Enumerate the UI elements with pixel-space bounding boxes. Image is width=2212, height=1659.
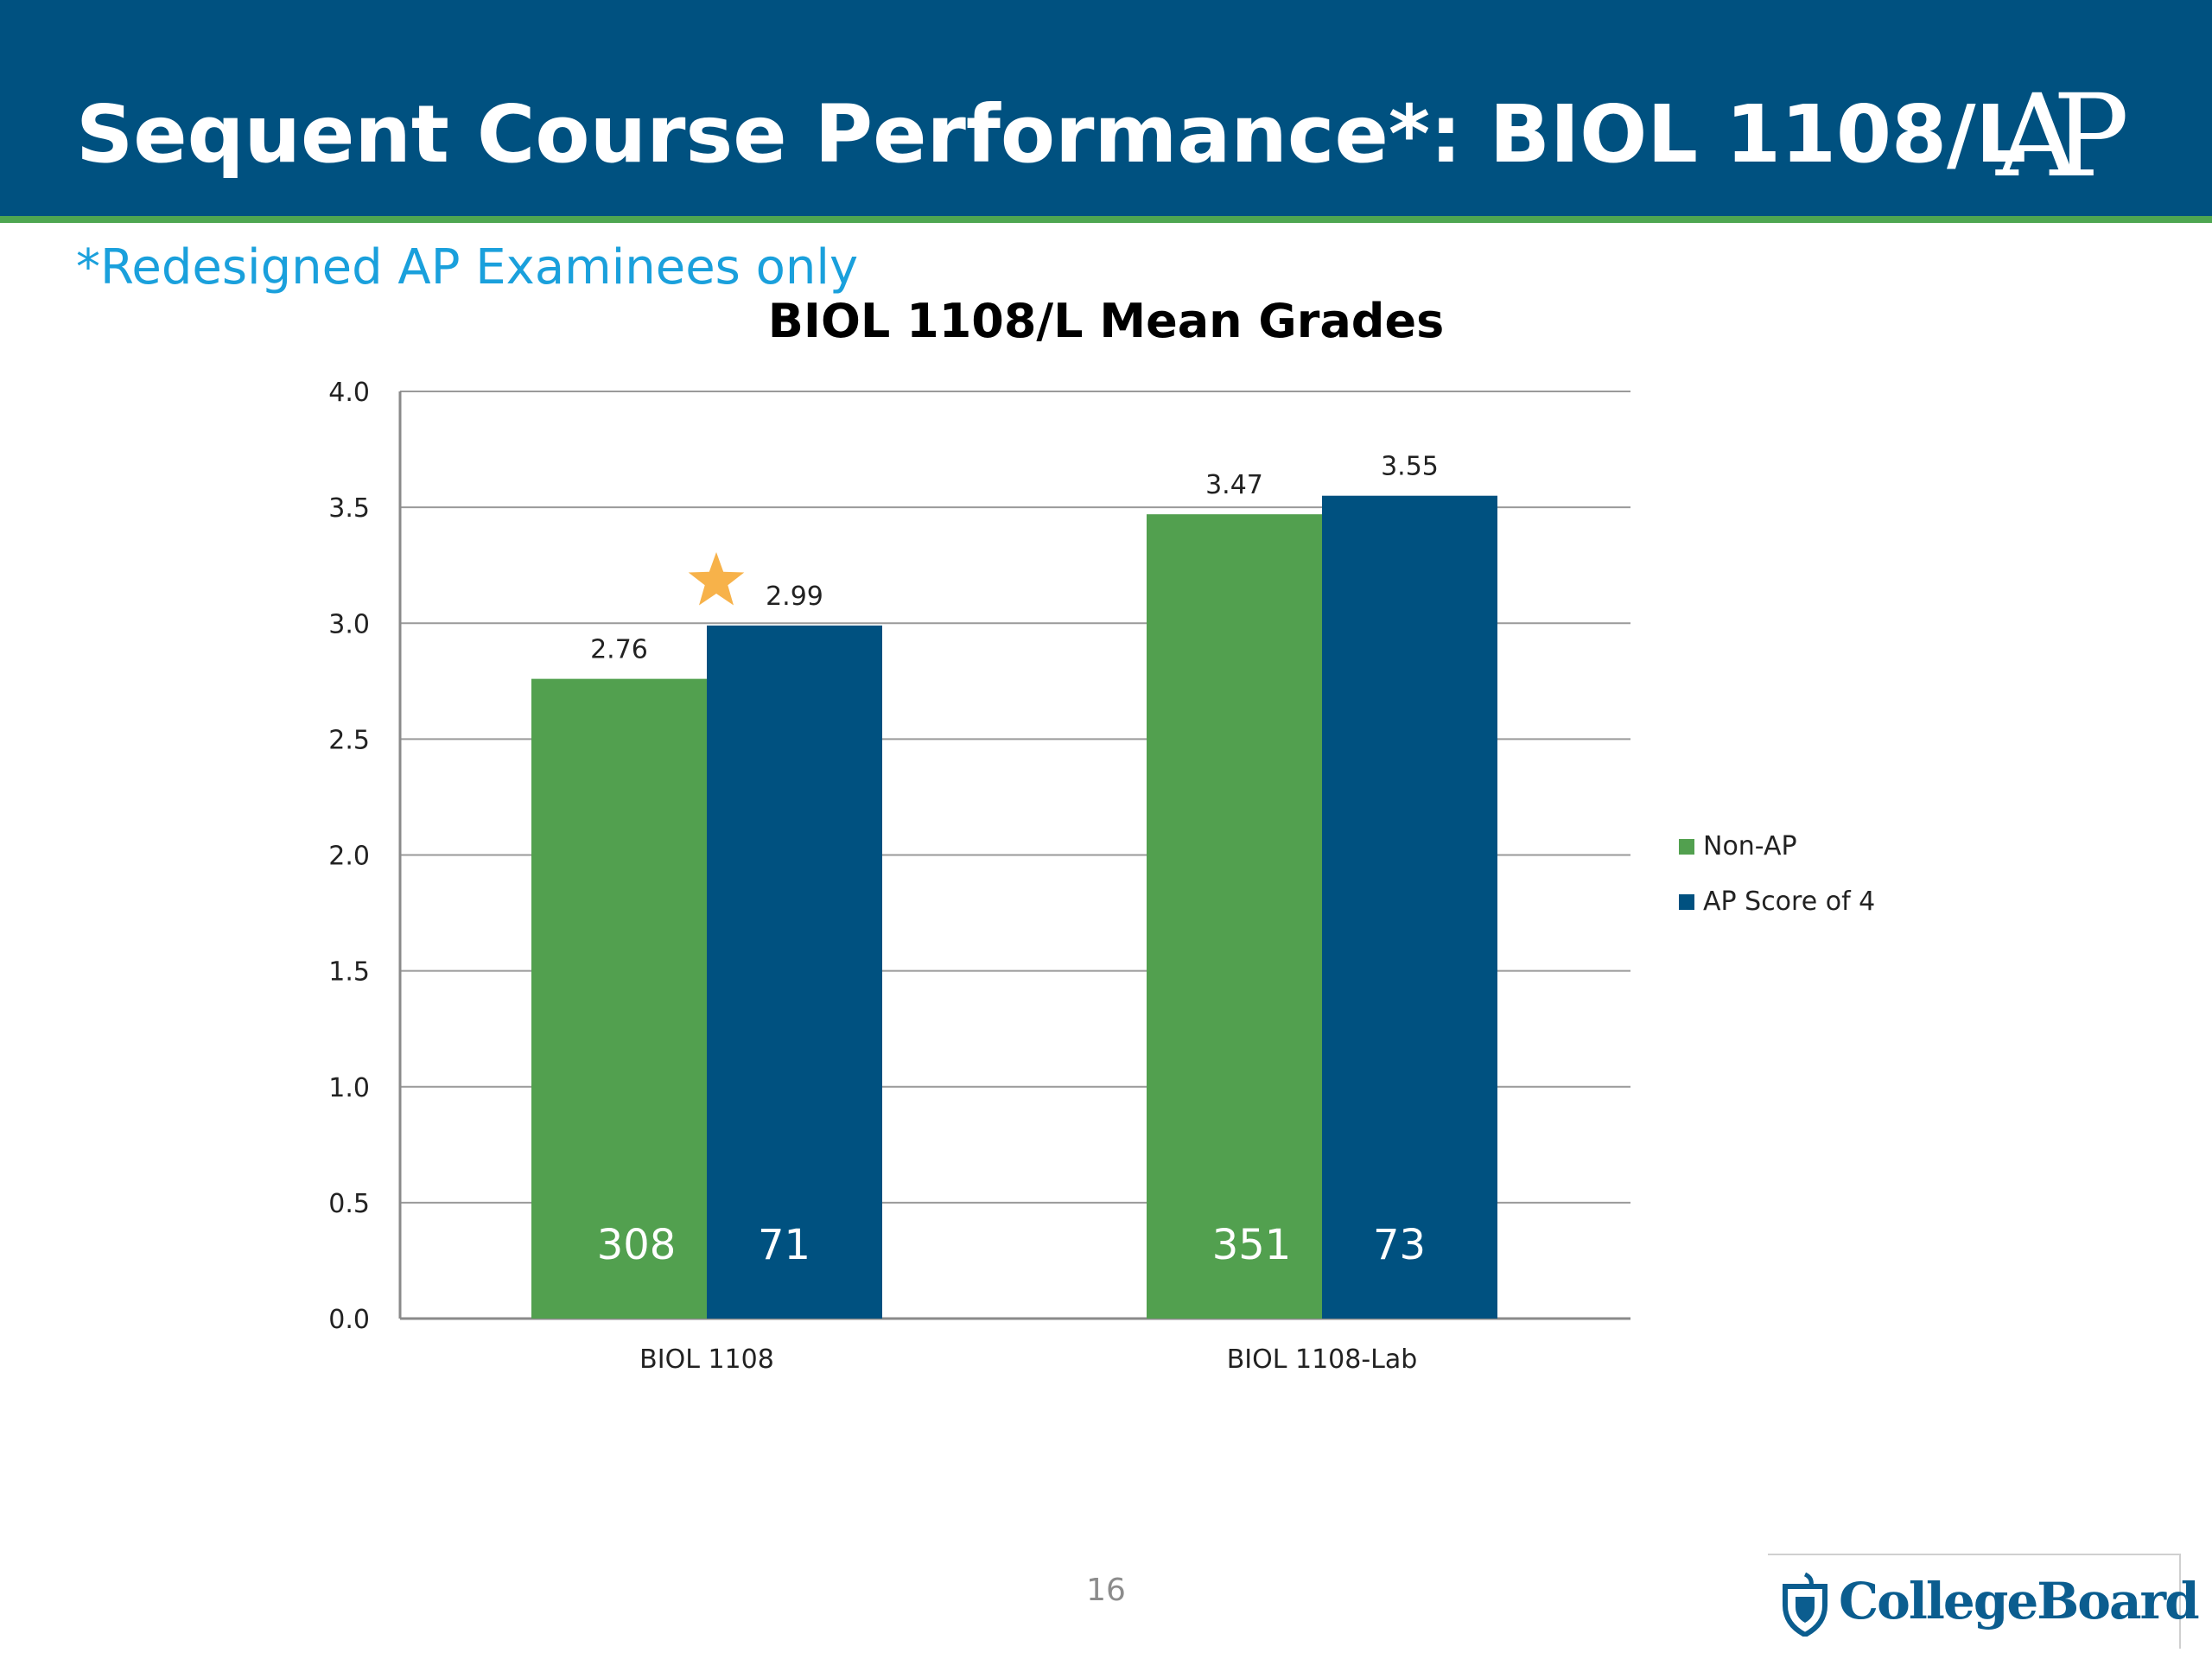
star-icon (688, 552, 745, 606)
y-tick-label: 2.5 (328, 725, 370, 755)
data-label: 2.76 (590, 635, 648, 665)
bars (531, 495, 1497, 1319)
y-tick-label: 2.0 (328, 842, 370, 872)
y-tick-label: 3.0 (328, 609, 370, 639)
y-tick-label: 3.5 (328, 493, 370, 524)
slide-title: Sequent Course Performance*: BIOL 1108/L (76, 88, 2027, 181)
bar-ap-score-4 (1322, 495, 1497, 1319)
acorn-shield-icon (1783, 1572, 1827, 1637)
y-tick-label: 0.0 (328, 1305, 370, 1335)
count-label: 308 (597, 1221, 677, 1269)
legend-swatch-ap-score-4 (1679, 894, 1694, 910)
count-label: 71 (758, 1221, 810, 1269)
chart-title: BIOL 1108/L Mean Grades (768, 294, 1444, 348)
bar-non-ap (531, 678, 707, 1319)
count-label: 73 (1373, 1221, 1426, 1269)
slide-subtitle: *Redesigned AP Examinees only (76, 239, 859, 296)
bar-ap-score-4 (707, 625, 882, 1319)
labels: BIOL 1108/L Mean Grades 0.0 0.5 1.0 1.5 2.0 2.… (328, 294, 1444, 1375)
college-board-wordmark: CollegeBoard (1839, 1572, 2200, 1630)
legend-swatch-non-ap (1679, 839, 1694, 855)
legend-label-non-ap: Non-AP (1703, 831, 1797, 861)
legend: Non-AP AP Score of 4 (1679, 831, 1875, 917)
y-tick-label: 4.0 (328, 378, 370, 408)
college-board-logo: CollegeBoard (1768, 1554, 2200, 1649)
bar-non-ap (1147, 514, 1322, 1319)
data-label: 3.55 (1381, 452, 1439, 482)
y-tick-label: 0.5 (328, 1189, 370, 1219)
x-tick-label: BIOL 1108-Lab (1227, 1344, 1418, 1375)
x-tick-label: BIOL 1108 (639, 1344, 774, 1375)
header-bar (0, 0, 2212, 216)
y-tick-label: 1.5 (328, 957, 370, 988)
page-number: 16 (1086, 1573, 1126, 1608)
data-label: 2.99 (766, 582, 823, 612)
legend-label-ap-score-4: AP Score of 4 (1703, 887, 1875, 917)
data-label: 3.47 (1205, 470, 1263, 500)
y-tick-label: 1.0 (328, 1073, 370, 1103)
header-rule (0, 216, 2212, 223)
count-label: 351 (1212, 1221, 1292, 1269)
